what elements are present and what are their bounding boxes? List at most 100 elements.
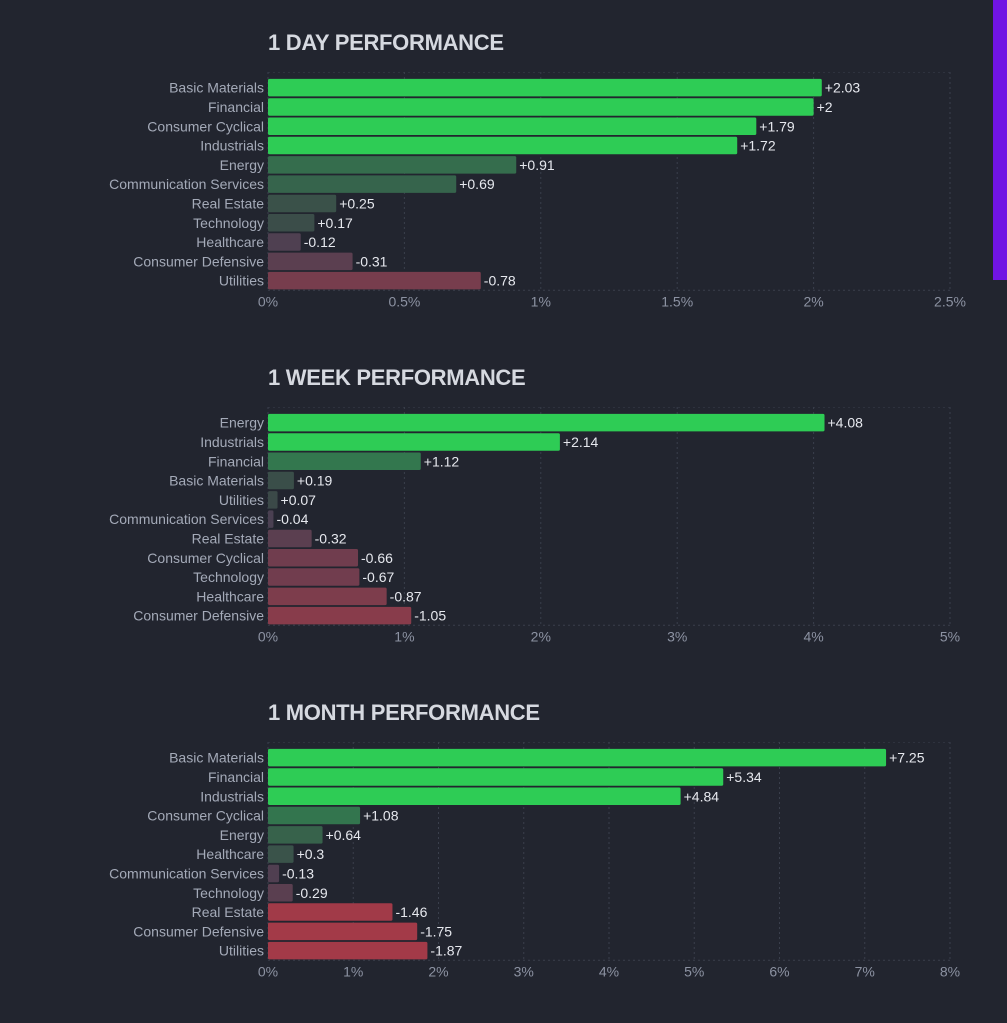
category-label: Utilities [219,943,264,959]
category-label: Real Estate [192,195,265,211]
bar[interactable] [268,549,359,567]
x-tick-label: 2% [428,963,448,979]
category-label: Utilities [219,273,264,289]
category-label: Consumer Defensive [133,923,264,939]
x-tick-label: 2% [531,628,551,644]
category-label: Communication Services [109,176,264,192]
category-label: Energy [220,827,264,843]
bar[interactable] [268,156,517,174]
category-label: Consumer Cyclical [147,118,264,134]
bar[interactable] [268,529,312,548]
chart-1-day-svg: Basic Materials +2.03 Financial +2 Consumer … [109,72,966,309]
category-label: Financial [208,99,264,115]
category-label: Basic Materials [169,80,264,96]
x-tick-label: 0.5% [388,293,420,309]
value-label: -0.29 [296,885,328,901]
bar[interactable] [268,98,814,116]
category-label: Utilities [219,492,264,508]
chart-title-1-month: 1 MONTH PERFORMANCE [268,700,540,725]
value-label: +0.25 [339,195,375,211]
value-label: -0.66 [361,550,393,566]
bar[interactable] [268,510,274,528]
chart-1-week-svg: Energy +4.08 Industrials +2.14 Financial +1.1… [109,407,960,644]
category-label: Consumer Defensive [133,253,264,269]
x-tick-label: 6% [769,963,789,979]
bar[interactable] [268,941,428,960]
value-label: -0.04 [276,511,308,527]
chart-1-day: Basic Materials +2.03 Financial +2 Consumer … [0,72,990,312]
promo-side-panel[interactable] [993,0,1007,280]
x-tick-label: 4% [803,628,823,644]
category-label: Energy [220,157,264,173]
value-label: -1.75 [420,923,452,939]
x-tick-label: 1% [531,293,551,309]
bar[interactable] [268,606,412,625]
value-label: +2 [817,99,833,115]
category-label: Healthcare [196,234,264,250]
x-tick-label: 5% [940,628,960,644]
value-label: +4.84 [684,788,720,804]
category-label: Healthcare [196,846,264,862]
bar[interactable] [268,768,724,786]
bar[interactable] [268,214,315,232]
bar[interactable] [268,471,294,490]
bar[interactable] [268,78,822,97]
value-label: -0.12 [304,234,336,250]
value-label: -0.31 [356,253,388,269]
bar[interactable] [268,491,278,509]
value-label: +4.08 [828,415,864,431]
bar[interactable] [268,845,294,863]
value-label: -1.46 [395,904,427,920]
category-label: Technology [193,885,264,901]
category-label: Financial [208,769,264,785]
bar[interactable] [268,233,301,251]
bar[interactable] [268,806,361,825]
category-label: Technology [193,215,264,231]
bar[interactable] [268,864,280,883]
x-tick-label: 3% [514,963,534,979]
bar[interactable] [268,117,757,136]
value-label: -1.05 [414,608,446,624]
value-label: +1.72 [740,138,776,154]
chart-1-week: Energy +4.08 Industrials +2.14 Financial +1.1… [0,407,990,647]
value-label: +7.25 [889,750,925,766]
bar[interactable] [268,433,560,451]
category-label: Industrials [200,138,264,154]
category-label: Communication Services [109,511,264,527]
value-label: +0.91 [519,157,555,173]
category-label: Energy [220,415,264,431]
category-label: Real Estate [192,904,265,920]
bar[interactable] [268,787,681,806]
category-label: Consumer Cyclical [147,808,264,824]
bar[interactable] [268,748,887,767]
chart-1-month-svg: Basic Materials +7.25 Financial +5.34 Indust… [109,742,960,979]
value-label: +0.19 [297,473,333,489]
category-label: Industrials [200,434,264,450]
bar[interactable] [268,271,481,290]
bar[interactable] [268,194,337,213]
bar[interactable] [268,587,387,606]
bar[interactable] [268,175,457,193]
value-label: -0.67 [362,569,394,585]
bar[interactable] [268,413,825,432]
value-label: +1.08 [363,808,399,824]
bar[interactable] [268,884,293,902]
value-label: -0.87 [390,588,422,604]
value-label: +0.69 [459,176,495,192]
category-label: Basic Materials [169,750,264,766]
bar[interactable] [268,252,353,271]
x-tick-label: 1% [394,628,414,644]
x-tick-label: 0% [258,293,278,309]
bar[interactable] [268,568,360,586]
x-tick-label: 1.5% [661,293,693,309]
value-label: -0.13 [282,865,314,881]
bar[interactable] [268,136,738,155]
x-tick-label: 8% [940,963,960,979]
category-label: Consumer Cyclical [147,550,264,566]
value-label: +0.3 [297,846,325,862]
bar[interactable] [268,922,418,941]
value-label: +0.17 [317,215,353,231]
bar[interactable] [268,826,323,844]
bar[interactable] [268,452,421,471]
bar[interactable] [268,903,393,921]
